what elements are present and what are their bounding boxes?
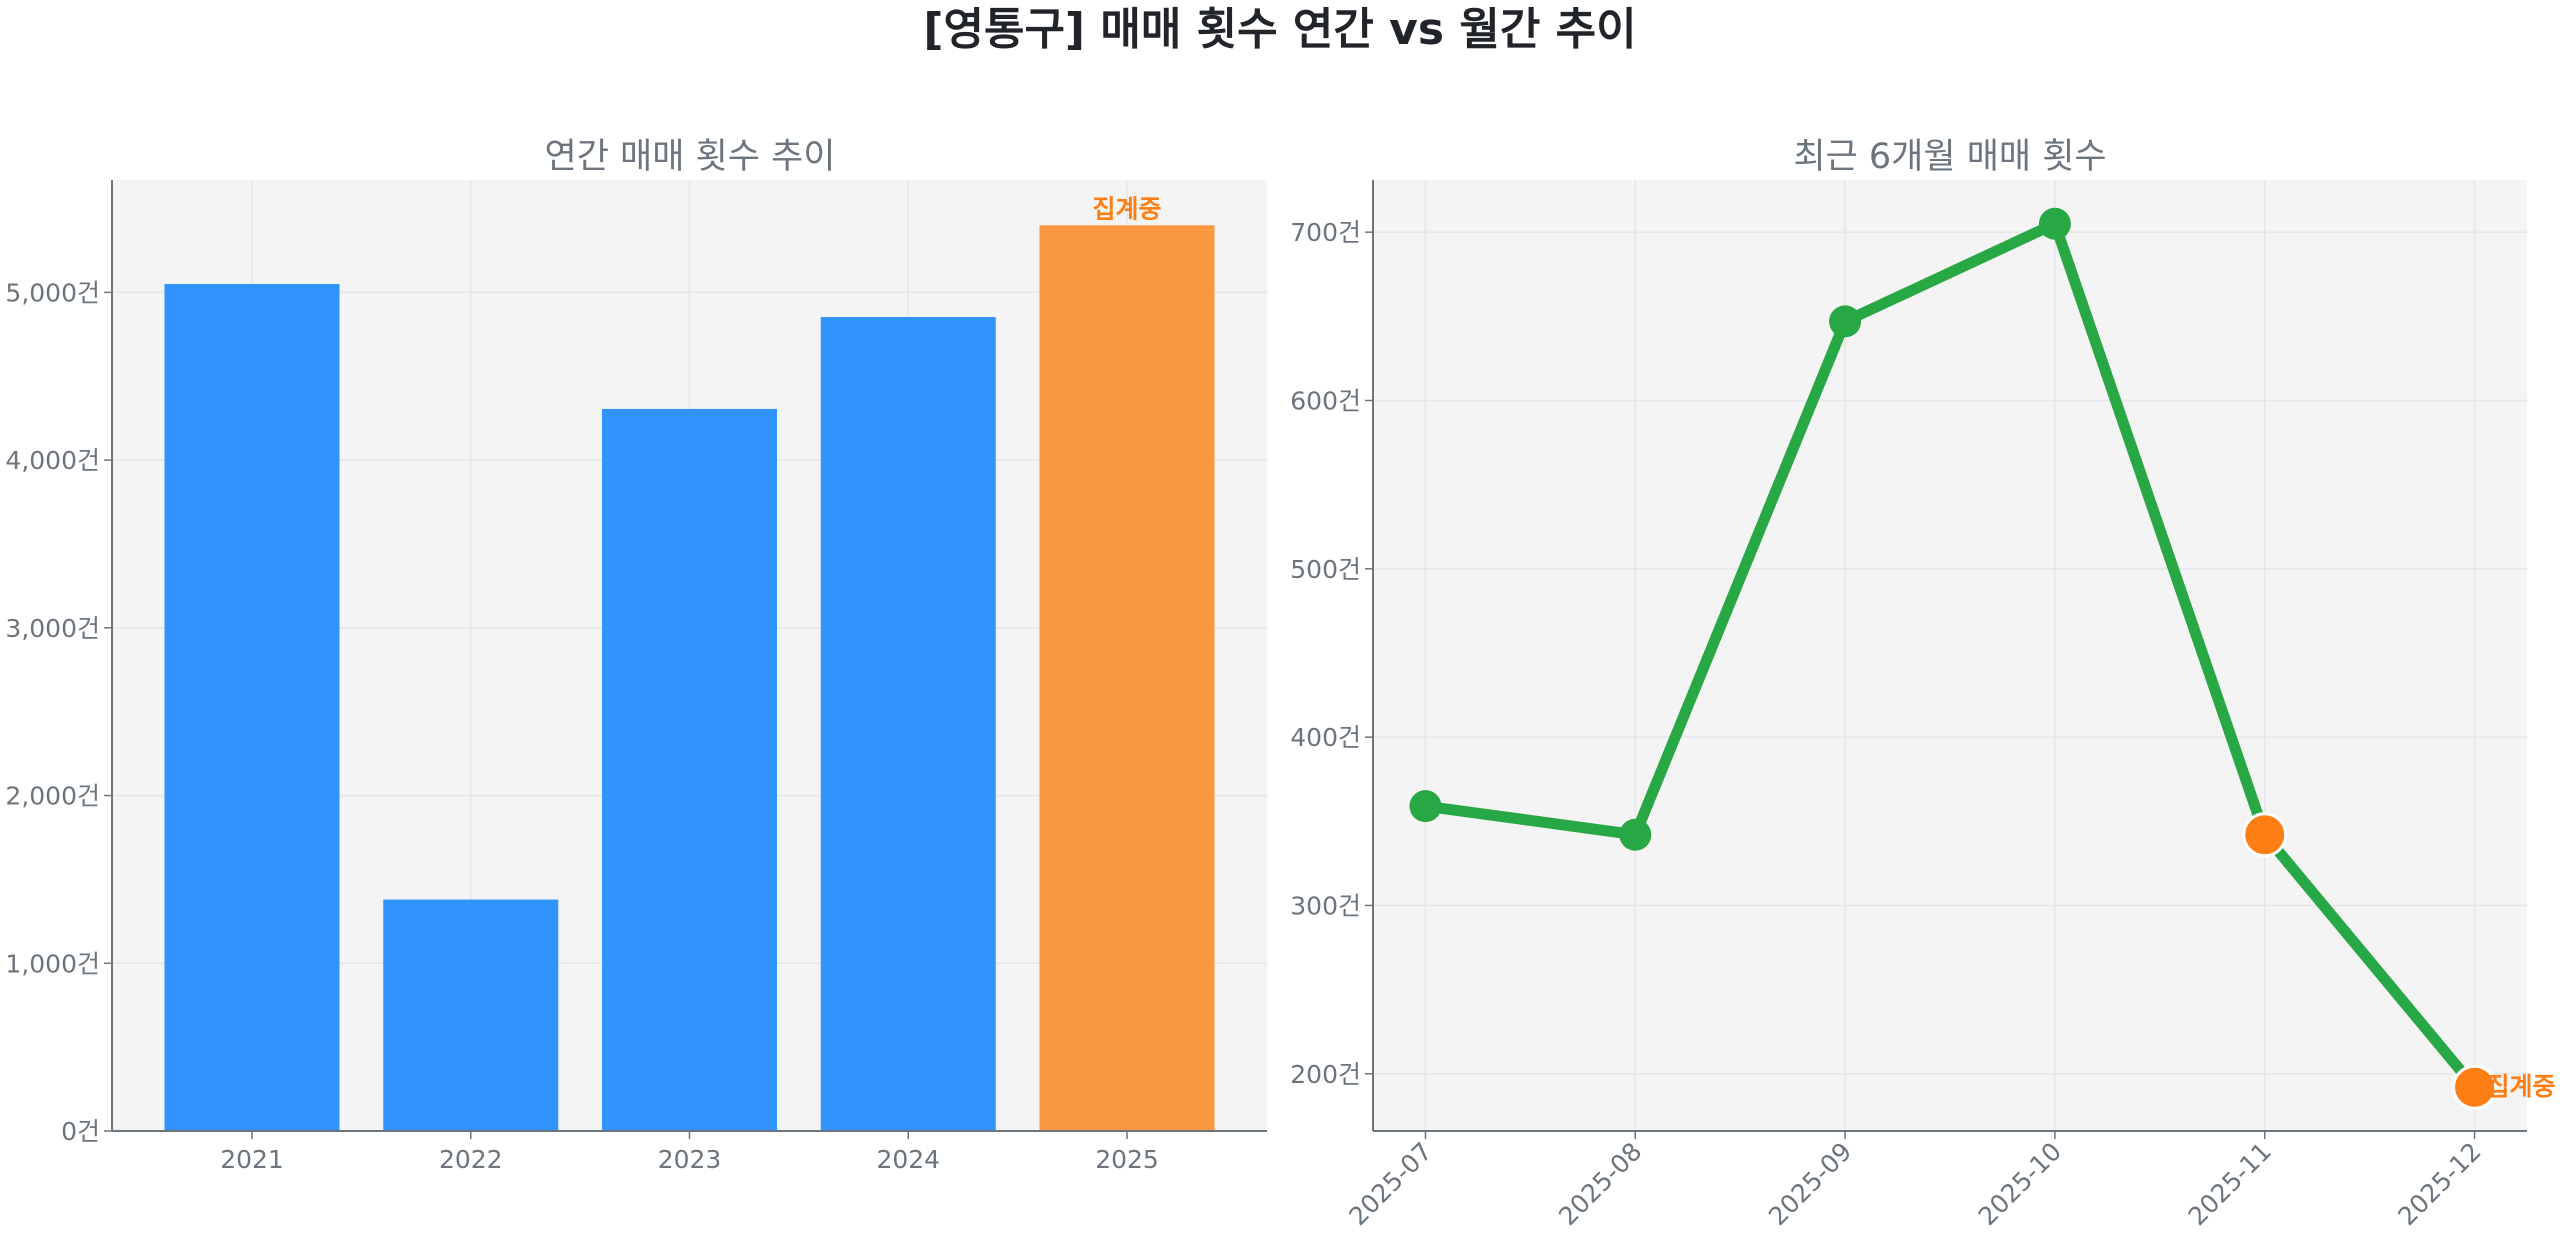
annual-bar-chart: 0건 1,000건 2,000건 3,000건 4,000건 5,000건 2021 2022…: [5, 180, 1267, 1174]
xtick-label: 2025-10: [1973, 1137, 2067, 1231]
bar-2025: [1039, 225, 1215, 1132]
data-point-2025-07: [1409, 790, 1442, 823]
ytick-label: 300건: [1290, 891, 1361, 920]
left-chart-title: 연간 매매 횟수 추이: [545, 137, 836, 177]
bar-2022: [383, 899, 559, 1131]
ytick-label: 400건: [1290, 723, 1361, 752]
point-annotation: 집계중: [2487, 1072, 2556, 1101]
line-plot-area: [1373, 180, 2527, 1131]
ytick-label: 5,000건: [5, 278, 100, 307]
ytick-label: 2,000건: [5, 782, 100, 811]
data-point-2025-10: [2038, 207, 2071, 240]
data-point-2025-08: [1619, 818, 1652, 851]
bar-2023: [602, 408, 777, 1131]
bar-annotation: 집계중: [1092, 194, 1161, 223]
ytick-label: 0건: [61, 1117, 100, 1146]
right-chart-title: 최근 6개월 매매 횟수: [1793, 137, 2106, 177]
series-line: [1424, 218, 2479, 1091]
bar-2024: [820, 317, 996, 1131]
xtick-label: 2025-08: [1553, 1137, 1647, 1231]
monthly-line-chart: 200건 300건 400건 500건 600건 700건 2025-07 2025-08 20…: [1290, 180, 2556, 1231]
xtick-label: 2023: [658, 1145, 722, 1174]
xtick-label: 2025-07: [1343, 1137, 1437, 1231]
ytick-label: 1,000건: [5, 949, 100, 978]
ytick-label: 4,000건: [5, 446, 100, 475]
xtick-label: 2022: [439, 1145, 503, 1174]
xtick-label: 2025: [1095, 1145, 1159, 1174]
data-point-2025-09: [1829, 305, 1862, 338]
xtick-label: 2024: [876, 1145, 940, 1174]
ytick-label: 600건: [1290, 386, 1361, 415]
xtick-label: 2025-09: [1763, 1137, 1857, 1231]
xtick-label: 2025-11: [2183, 1137, 2277, 1231]
bar-2021: [164, 283, 340, 1132]
ytick-label: 3,000건: [5, 614, 100, 643]
xtick-label: 2021: [220, 1145, 284, 1174]
ytick-label: 200건: [1290, 1060, 1361, 1089]
data-point-2025-11: [2242, 812, 2288, 858]
ytick-label: 500건: [1290, 555, 1361, 584]
xtick-label: 2025-12: [2392, 1137, 2486, 1231]
data-point-2025-12: [2452, 1064, 2498, 1110]
ytick-label: 700건: [1290, 218, 1361, 247]
figure-title: [영통구] 매매 횟수 연간 vs 월간 추이: [923, 4, 1636, 55]
